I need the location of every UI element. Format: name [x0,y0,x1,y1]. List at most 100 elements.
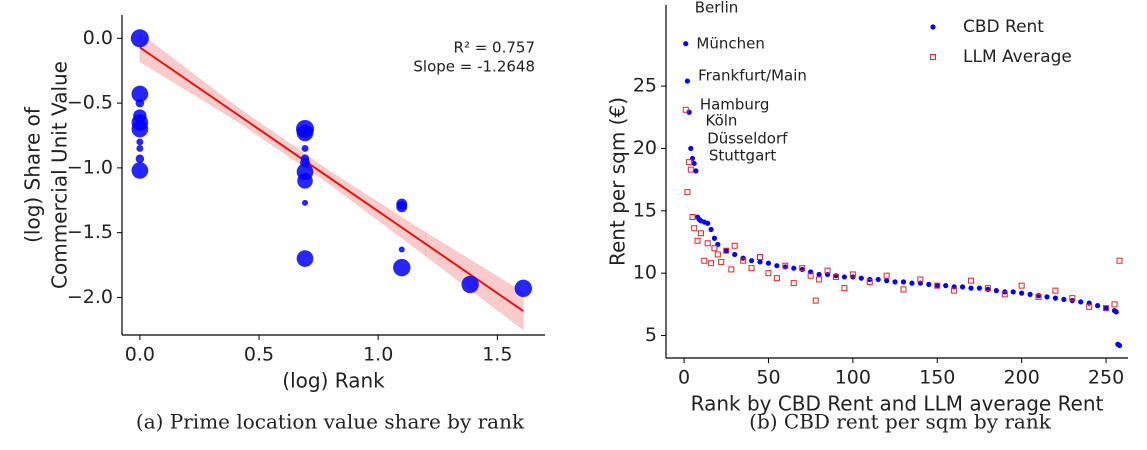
point [723,248,729,254]
point [757,253,764,260]
point [697,230,704,237]
x-tick-label: 150 [919,367,955,389]
point [135,98,145,108]
point [832,273,839,280]
point [951,287,958,294]
point [782,264,788,270]
point [131,85,149,103]
point [297,173,313,189]
x-tick-label: 250 [1088,367,1124,389]
point [131,162,149,179]
point [816,271,822,278]
point [135,154,145,164]
y-tick-label: 25 [633,75,657,97]
point [959,284,966,290]
point [1086,300,1092,306]
point-label: Hamburg [700,96,770,114]
y-axis-label: Commercial Unit Value [48,61,72,289]
point [715,241,721,248]
caption: (b) CBD rent per sqm by rank [749,410,1052,434]
point [705,220,711,226]
point [824,267,831,274]
x-tick-label: 100 [835,367,871,389]
point [514,279,533,298]
point [968,277,975,284]
point [301,144,309,152]
point [943,283,949,289]
point [731,242,738,249]
x-axis-label: (log) Rank [282,369,385,393]
y-tick-label: 10 [633,262,657,284]
point [683,41,689,47]
point [773,275,780,282]
point [693,168,699,174]
regression-line [139,46,524,312]
point [866,278,873,285]
point [296,124,314,142]
point [790,280,797,287]
point [1095,303,1101,309]
point [984,285,991,292]
point [1027,291,1033,297]
caption: (a) Prime location value share by rank [136,410,525,434]
point-label: München [696,35,764,53]
confidence-band [330,171,427,257]
point [1035,293,1042,299]
point [917,280,923,286]
point [748,265,755,272]
x-tick-label: 0.5 [244,344,274,366]
point-label: Berlin [695,0,739,17]
point [807,272,814,279]
point [1052,287,1059,294]
point [714,251,721,258]
x-axis-label: Rank by CBD Rent and LLM average Rent [691,392,1104,416]
point [684,189,691,196]
y-tick-label: −2.0 [67,286,113,308]
point [461,275,479,294]
point [799,266,805,273]
point [849,271,856,278]
point [900,286,907,293]
point [1052,295,1059,301]
y-tick-label: −0.5 [67,92,113,114]
annotation: Slope = -1.2648 [413,58,535,76]
point [1111,301,1118,308]
x-tick-label: 0 [678,367,690,389]
legend-marker [930,24,936,30]
point [740,257,747,264]
point [892,279,898,285]
y-axis-label: (log) Share of [21,106,45,243]
point [1019,290,1025,296]
point [765,260,772,266]
point [687,166,694,173]
point [883,272,890,279]
point [1061,296,1067,302]
point [917,276,924,283]
point [985,286,991,292]
y-tick-label: 20 [633,137,657,159]
point [858,275,864,281]
point [799,265,806,272]
x-tick-label: 200 [1004,367,1040,389]
annotation: R² = 0.757 [454,39,535,57]
point [689,155,696,162]
point [688,145,694,152]
confidence-band [139,32,236,121]
point [728,266,735,273]
legend-marker [930,54,936,60]
point [689,214,696,221]
point [812,297,819,304]
point [708,260,715,267]
point [1044,294,1050,300]
x-tick-label: 50 [756,367,780,389]
point [732,251,738,258]
point [1018,282,1025,289]
point [841,274,848,280]
point [993,288,999,294]
point [875,276,881,283]
point [136,138,144,146]
point-label: Frankfurt/Main [698,67,807,85]
point [841,285,848,292]
point [1001,291,1008,298]
